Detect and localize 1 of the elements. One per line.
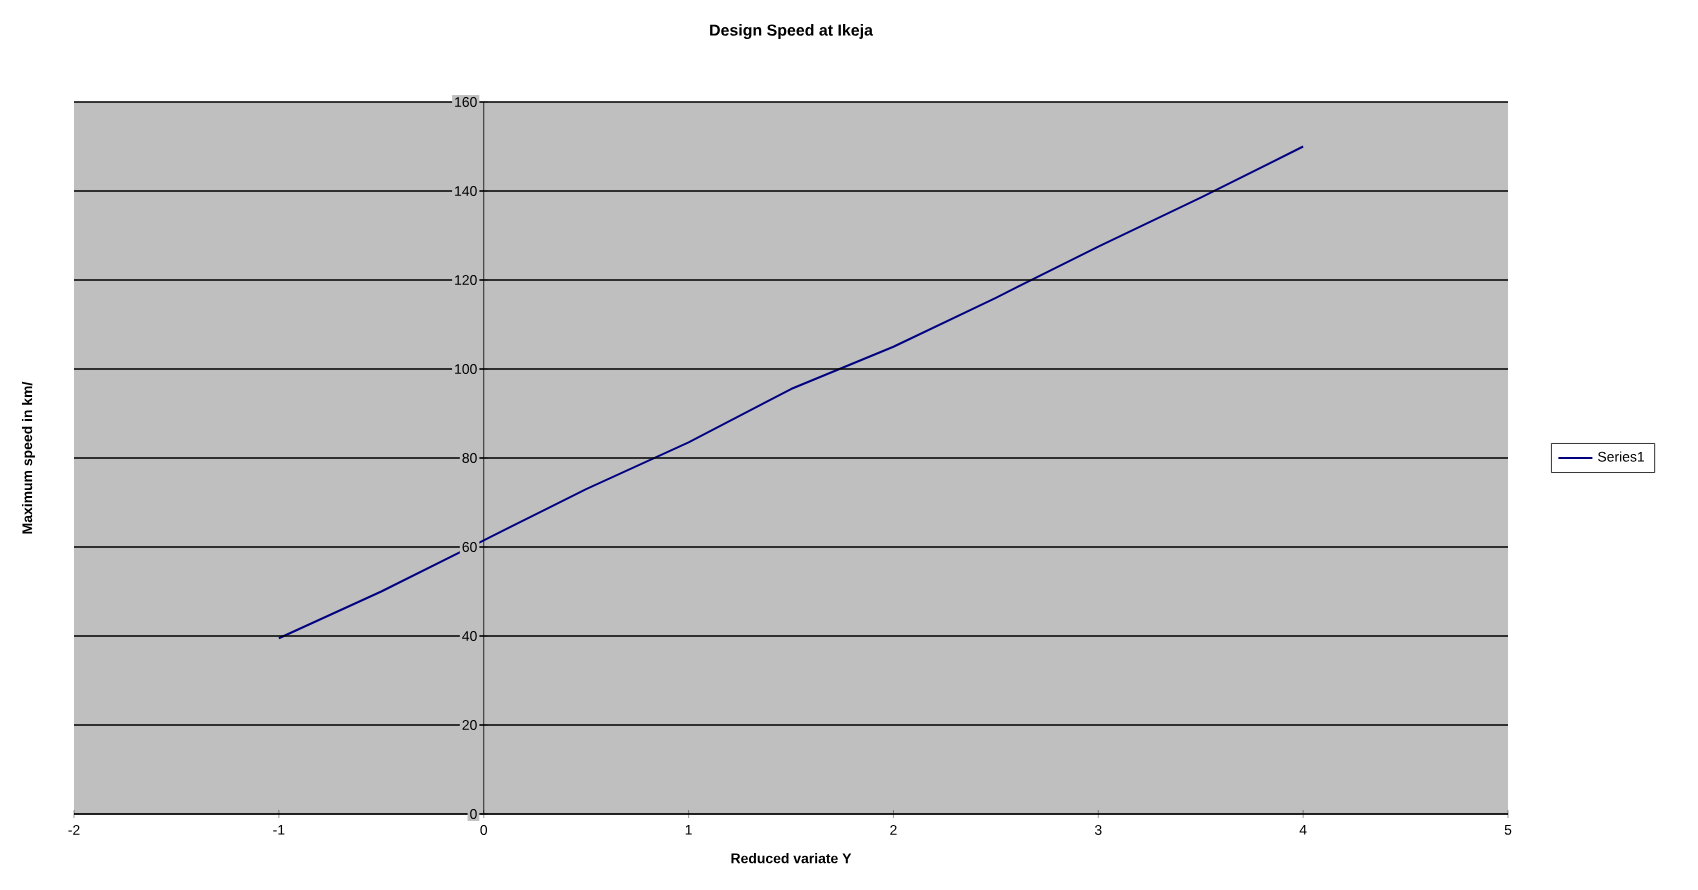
line-series	[277, 145, 1305, 640]
